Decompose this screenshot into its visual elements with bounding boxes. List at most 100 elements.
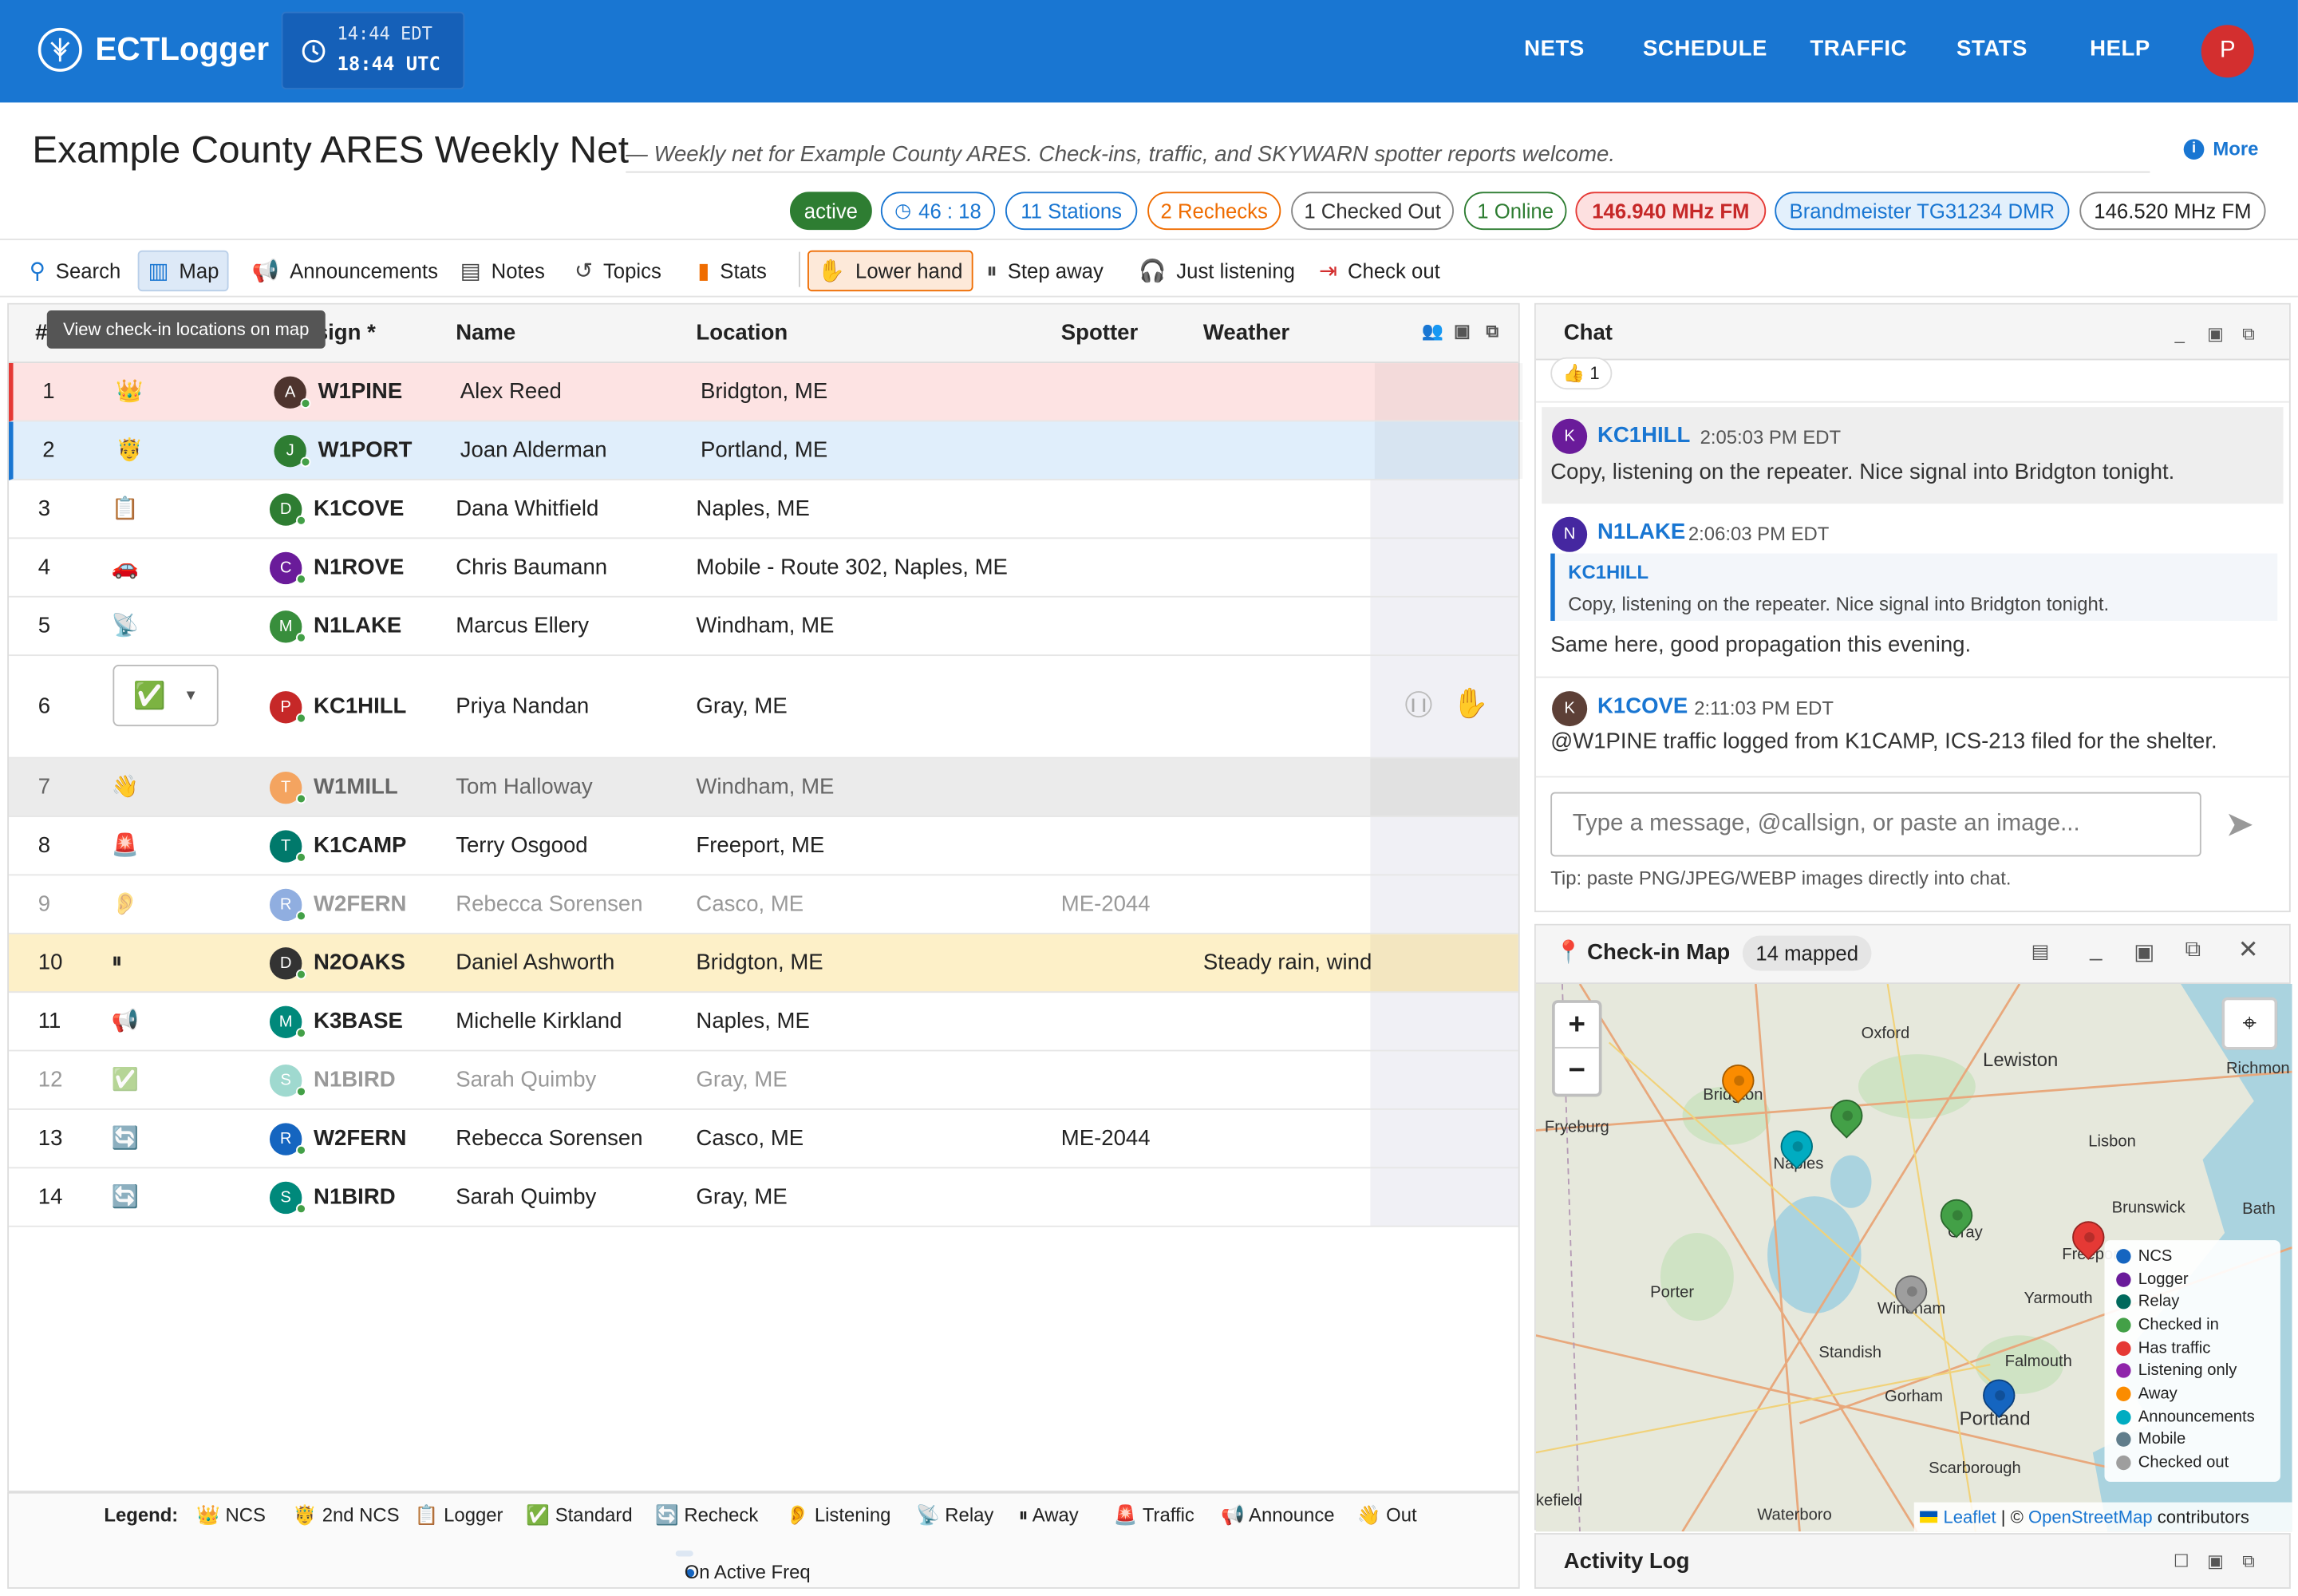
table-row[interactable]: 13 🔄 R W2FERN Rebecca Sorensen Casco, ME ME-20… (9, 1109, 1518, 1169)
notes-button[interactable]: ▤ Notes (460, 259, 545, 284)
status-icon[interactable]: 🔄 (111, 1184, 139, 1210)
table-row[interactable]: 10 ⏸ D N2OAKS Daniel Ashworth Bridgton, ME Ste… (9, 934, 1518, 994)
callsign[interactable]: W2FERN (314, 891, 407, 917)
popout-icon[interactable]: ⧉ (2242, 1551, 2255, 1571)
callsign[interactable]: N2OAKS (314, 950, 405, 976)
callsign[interactable]: K1COVE (314, 496, 405, 522)
search-button[interactable]: ⚲ Search (29, 259, 121, 284)
close-icon[interactable]: ✕ (2237, 935, 2259, 964)
nav-schedule[interactable]: SCHEDULE (1642, 36, 1767, 62)
dock-icon[interactable]: ▣ (2207, 323, 2224, 345)
minimize-icon[interactable]: _ (2174, 323, 2185, 345)
map-canvas[interactable]: Oxford Lewiston Richmon Bridgton Fryebur… (1535, 984, 2292, 1532)
map-button[interactable]: ▥ Map (137, 250, 230, 292)
zoom-in-button[interactable]: + (1554, 1003, 1599, 1049)
frequency-chip-dmr[interactable]: Brandmeister TG31234 DMR (1775, 192, 2070, 231)
callsign[interactable]: W1PORT (318, 437, 413, 463)
table-row[interactable]: 12 ✅ S N1BIRD Sarah Quimby Gray, ME (9, 1051, 1518, 1110)
callsign[interactable]: W1PINE (318, 379, 403, 405)
brand-name[interactable]: ECTLogger (95, 30, 270, 68)
callsign[interactable]: KC1HILL (314, 693, 407, 719)
activity-log-panel[interactable]: Activity Log ☐ ▣ ⧉ (1534, 1533, 2291, 1589)
popout-icon[interactable]: ⧉ (2185, 937, 2201, 962)
status-icon[interactable]: 👋 (111, 774, 139, 800)
frequency-chip-active[interactable]: 146.940 MHz FM (1575, 192, 1767, 231)
chat-input[interactable] (1550, 792, 2201, 857)
pdf-icon[interactable]: ▤ (2031, 940, 2050, 962)
checked-out-chip[interactable]: 1 Checked Out (1291, 192, 1455, 231)
columns-icon[interactable]: 👥 (1421, 320, 1444, 342)
col-num[interactable]: # (35, 320, 48, 346)
check-out-button[interactable]: ⇥ Check out (1319, 259, 1440, 284)
logo-icon[interactable] (38, 27, 82, 72)
dock-icon[interactable]: ▣ (1454, 320, 1471, 342)
status-icon[interactable]: 🔄 (111, 1126, 139, 1152)
callsign[interactable]: W1MILL (314, 774, 398, 800)
announcements-button[interactable]: 📢 Announcements (251, 259, 438, 284)
table-row[interactable]: 14 🔄 S N1BIRD Sarah Quimby Gray, ME (9, 1168, 1518, 1227)
col-weather[interactable]: Weather (1202, 320, 1290, 346)
stations-chip[interactable]: 11 Stations (1005, 192, 1138, 231)
callsign[interactable]: N1ROVE (314, 555, 405, 580)
osm-link[interactable]: OpenStreetMap (2028, 1507, 2153, 1527)
status-icon[interactable]: 🤴 (116, 437, 144, 463)
table-row[interactable]: 1 👑 A W1PINE Alex Reed Bridgton, ME (9, 363, 1523, 422)
popout-icon[interactable]: ⧉ (1486, 320, 1499, 342)
restore-icon[interactable]: ☐ (2173, 1551, 2189, 1571)
stats-button[interactable]: ▮ Stats (697, 259, 767, 284)
table-row[interactable]: 9 👂 R W2FERN Rebecca Sorensen Casco, ME ME-204… (9, 875, 1518, 934)
status-icon[interactable]: 🚗 (111, 555, 139, 580)
more-button[interactable]: i More (2183, 137, 2258, 160)
table-row[interactable]: 5 📡 M N1LAKE Marcus Ellery Windham, ME (9, 597, 1518, 657)
status-icon[interactable]: 📢 (111, 1009, 139, 1034)
nav-stats[interactable]: STATS (1956, 36, 2028, 62)
nav-help[interactable]: HELP (2090, 36, 2150, 62)
callsign[interactable]: N1BIRD (314, 1184, 396, 1210)
chat-message[interactable] (1542, 407, 2284, 504)
send-icon[interactable]: ➤ (2225, 805, 2255, 845)
raised-hand-icon[interactable]: ✋ (1452, 688, 1489, 721)
status-icon[interactable]: 🚨 (111, 833, 139, 859)
user-avatar[interactable]: P (2201, 25, 2254, 78)
reaction-chip[interactable]: 👍 1 (1550, 357, 1613, 390)
dock-icon[interactable]: ▣ (2134, 940, 2155, 966)
table-row[interactable]: 3 📋 D K1COVE Dana Whitfield Naples, ME (9, 480, 1518, 539)
table-row[interactable]: 7 👋 T W1MILL Tom Halloway Windham, ME (9, 758, 1518, 817)
status-icon[interactable]: 👂 (111, 891, 139, 917)
nav-nets[interactable]: NETS (1524, 36, 1585, 62)
table-row[interactable]: 6 ✅ ▼ P KC1HILL Priya Nandan Gray, ME ❙❙ ✋ (9, 656, 1518, 759)
table-row[interactable]: 8 🚨 T K1CAMP Terry Osgood Freeport, ME (9, 816, 1518, 876)
popout-icon[interactable]: ⧉ (2242, 323, 2255, 345)
callsign[interactable]: N1BIRD (314, 1067, 396, 1092)
table-row[interactable]: 11 📢 M K3BASE Michelle Kirkland Naples, ME (9, 993, 1518, 1052)
rechecks-chip[interactable]: 2 Rechecks (1147, 192, 1281, 231)
message-author[interactable]: K1COVE (1597, 693, 1688, 719)
zoom-out-button[interactable]: − (1568, 1054, 1586, 1087)
table-row[interactable]: 2 🤴 J W1PORT Joan Alderman Portland, ME (9, 421, 1523, 480)
col-location[interactable]: Location (696, 320, 788, 346)
pause-circle-icon[interactable]: ❙❙ (1405, 691, 1432, 718)
status-icon[interactable]: 📡 (111, 613, 139, 639)
message-author[interactable]: N1LAKE (1597, 519, 1686, 545)
online-chip[interactable]: 1 Online (1463, 192, 1567, 231)
status-icon[interactable]: 👑 (116, 379, 144, 405)
status-icon[interactable]: ✅ (111, 1067, 139, 1092)
callsign[interactable]: W2FERN (314, 1126, 407, 1152)
just-listening-button[interactable]: 🎧 Just listening (1139, 259, 1295, 284)
callsign[interactable]: N1LAKE (314, 613, 402, 639)
nav-traffic[interactable]: TRAFFIC (1810, 36, 1908, 62)
callsign[interactable]: K3BASE (314, 1009, 403, 1034)
frequency-chip-simplex[interactable]: 146.520 MHz FM (2079, 192, 2266, 231)
lower-hand-button[interactable]: ✋ Lower hand (807, 250, 973, 292)
status-icon[interactable]: 📋 (111, 496, 139, 522)
status-select[interactable]: ✅ ▼ (113, 665, 219, 727)
table-row[interactable]: 4 🚗 C N1ROVE Chris Baumann Mobile - Route 302… (9, 539, 1518, 598)
leaflet-link[interactable]: Leaflet (1943, 1507, 1996, 1527)
message-author[interactable]: KC1HILL (1597, 423, 1691, 448)
minimize-icon[interactable]: _ (2090, 937, 2103, 962)
col-spotter[interactable]: Spotter (1060, 320, 1139, 346)
status-icon[interactable]: ⏸ (111, 949, 123, 974)
col-name[interactable]: Name (456, 320, 516, 346)
topics-button[interactable]: ↺ Topics (574, 259, 661, 284)
locate-icon[interactable]: ⌖ (2221, 997, 2278, 1050)
